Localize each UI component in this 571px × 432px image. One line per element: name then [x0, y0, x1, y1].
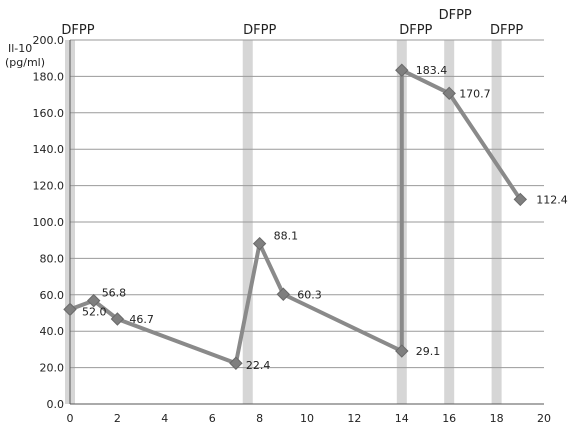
x-tick-label-10: 20 [537, 412, 551, 425]
data-point-7 [395, 63, 409, 77]
y-tick-label-5: 100.0 [33, 216, 65, 229]
y-tick-labels: 0.0 20.0 40.0 60.0 80.0 100.0 120.0 140.0 160.0 1… [33, 34, 65, 411]
treatment-label-4: DFPP [490, 23, 523, 38]
y-tick-label-1: 20.0 [40, 362, 65, 375]
treatment-label-1: DFPP [243, 23, 276, 38]
x-tick-label-8: 16 [442, 412, 456, 425]
data-label-4: 88.1 [274, 230, 299, 243]
data-label-0: 52.0 [82, 305, 107, 318]
series-line [69, 68, 522, 366]
data-point-4 [252, 236, 267, 251]
data-label-6: 29.1 [416, 345, 441, 358]
y-tick-label-7: 140.0 [33, 143, 65, 156]
y-axis-label: Il-10 (pg/ml) [5, 42, 45, 69]
y-tick-label-0: 0.0 [47, 398, 65, 411]
treatment-label-2: DFPP [399, 23, 432, 38]
y-axis-label-line-1: Il-10 [8, 42, 32, 55]
treatment-label-0: DFPP [61, 23, 94, 38]
x-tick-label-1: 2 [114, 412, 121, 425]
x-tick-label-6: 12 [347, 412, 361, 425]
y-axis-label-line-2: (pg/ml) [5, 56, 45, 69]
y-tick-label-3: 60.0 [40, 289, 65, 302]
data-label-2: 46.7 [129, 313, 154, 326]
data-point-3 [229, 356, 243, 370]
data-label-5: 60.3 [297, 288, 322, 301]
data-point-5 [276, 287, 291, 301]
x-tick-label-3: 6 [209, 412, 216, 425]
y-tick-label-10: 200.0 [33, 34, 65, 47]
x-tick-label-9: 18 [490, 412, 504, 425]
y-tick-label-9: 180.0 [33, 70, 65, 83]
data-point-2 [110, 312, 125, 326]
data-point-8 [442, 86, 456, 101]
x-tick-label-5: 10 [300, 412, 314, 425]
y-tick-label-6: 120.0 [33, 180, 65, 193]
y-tick-label-8: 160.0 [33, 107, 65, 120]
data-label-8: 170.7 [459, 87, 491, 100]
x-tick-label-0: 0 [67, 412, 74, 425]
data-label-1: 56.8 [102, 287, 127, 300]
x-tick-labels: 0 2 4 6 8 10 12 14 16 18 20 [67, 412, 552, 425]
treatment-label-3: DFPP [439, 8, 472, 23]
y-tick-label-2: 40.0 [40, 325, 65, 338]
series-markers [63, 63, 528, 370]
x-tick-label-7: 14 [395, 412, 409, 425]
data-labels: 52.0 56.846.7 22.4 88.1 60.3 29.1 183.4 170.7 11… [82, 64, 568, 372]
data-label-9: 112.4 [536, 193, 568, 206]
data-point-0 [63, 302, 77, 317]
data-label-3: 22.4 [246, 359, 271, 372]
series-line-path [69, 68, 522, 366]
axes [69, 40, 544, 405]
y-tick-label-4: 80.0 [40, 252, 65, 265]
treatment-labels: DFPP DFPP DFPP DFPP DFPP [61, 8, 523, 38]
data-point-6 [395, 344, 409, 358]
x-tick-label-4: 8 [256, 412, 263, 425]
data-label-7: 183.4 [416, 64, 448, 77]
data-point-9 [513, 192, 528, 207]
x-tick-label-2: 4 [161, 412, 168, 425]
data-point-1 [86, 293, 101, 308]
